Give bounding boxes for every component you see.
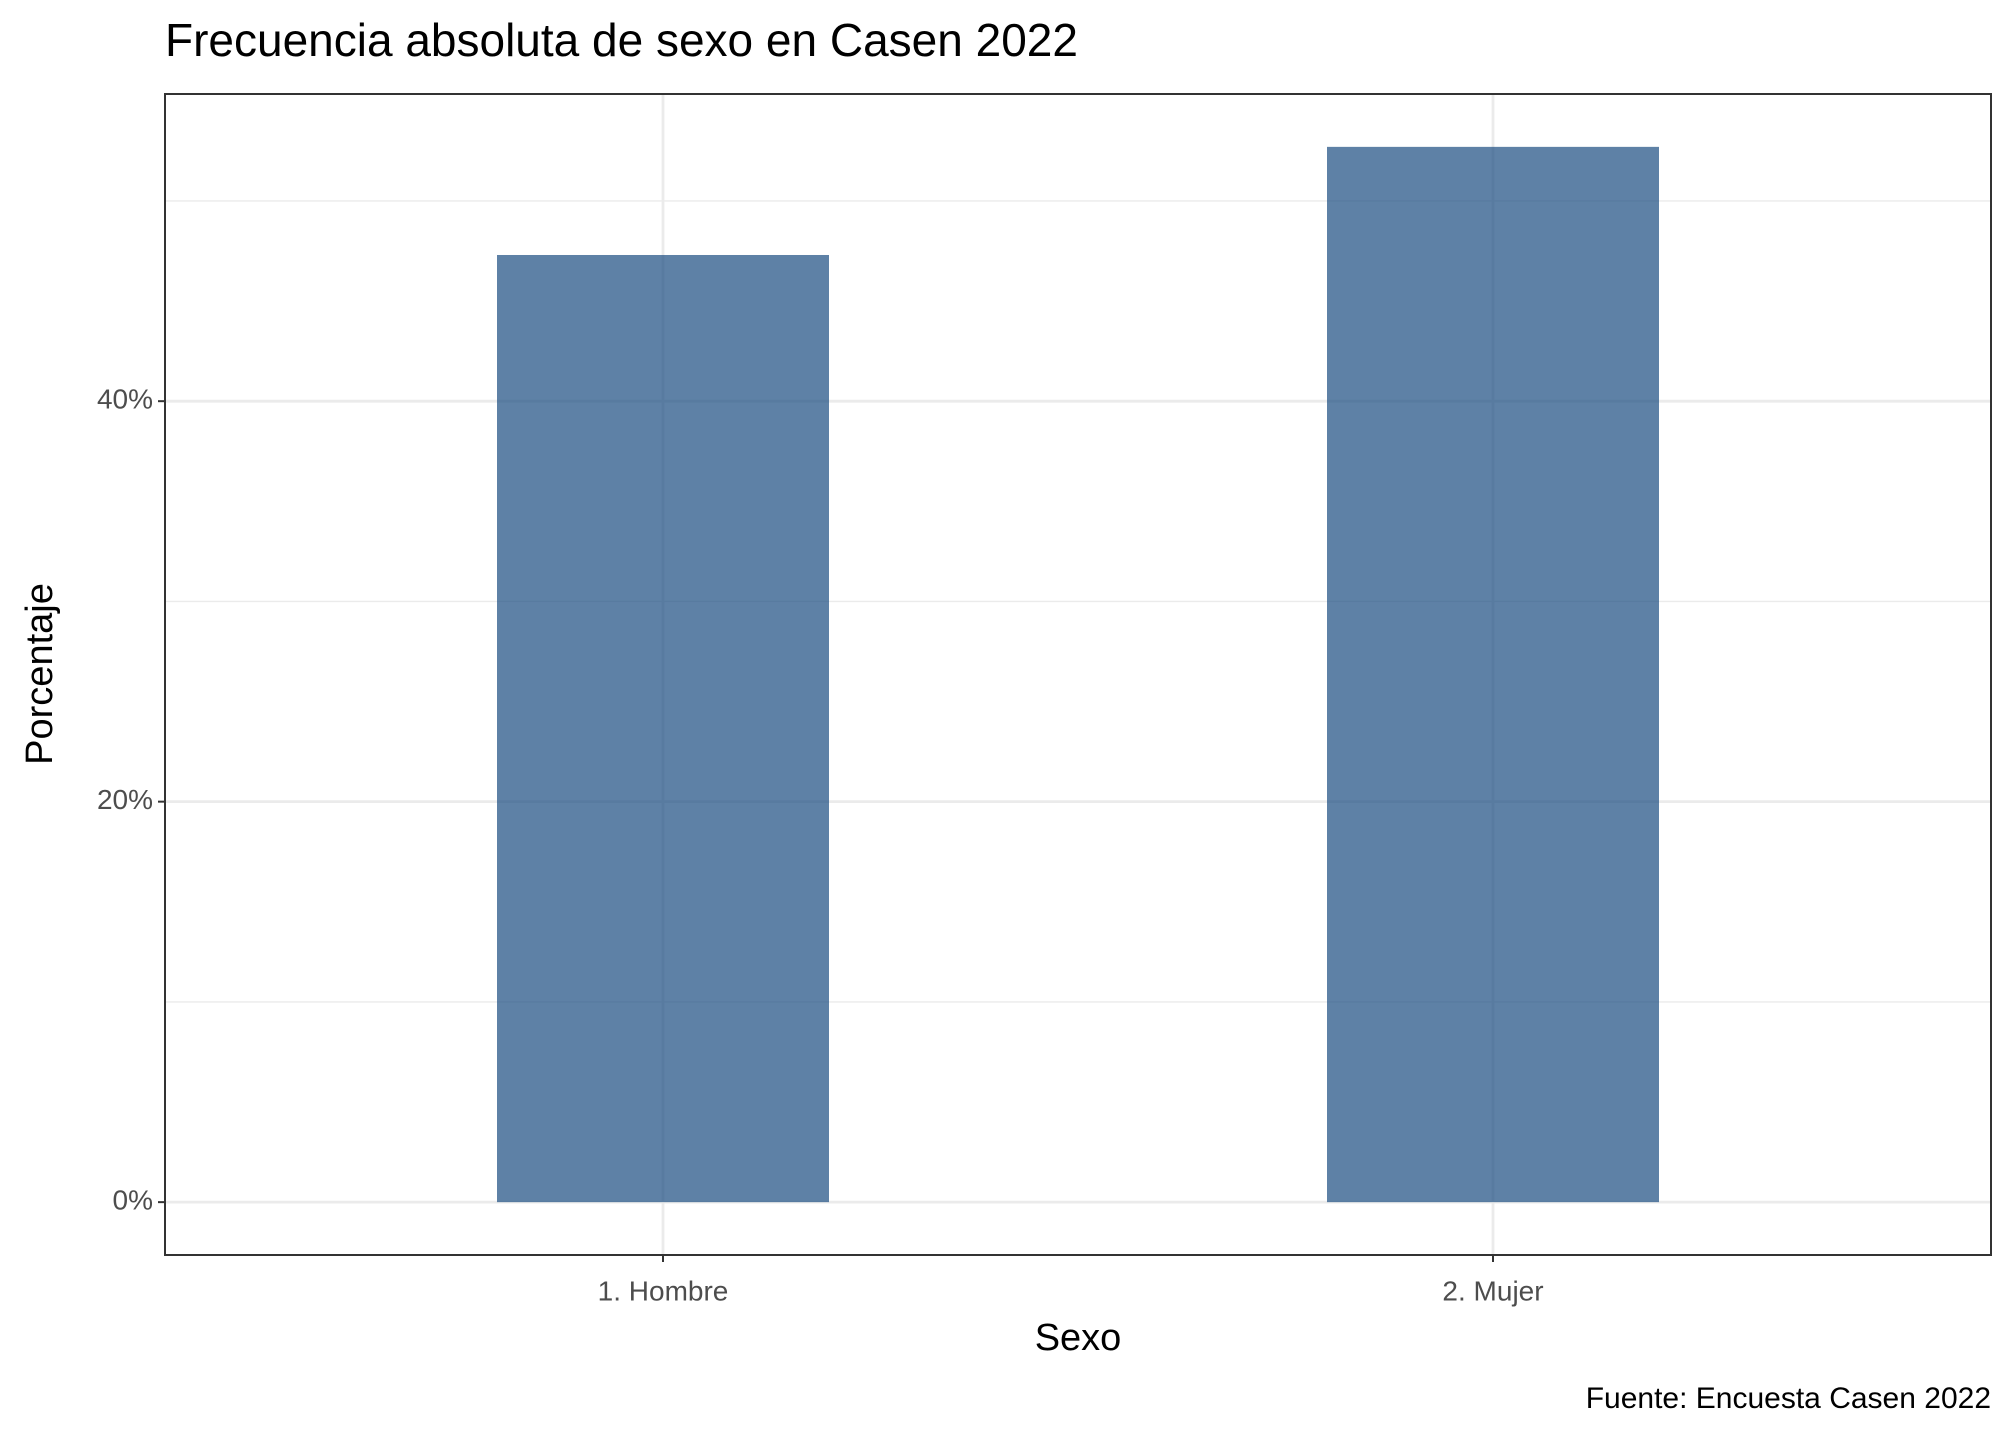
y-tick-label: 20% (97, 784, 153, 815)
chart-title: Frecuencia absoluta de sexo en Casen 202… (165, 14, 1078, 66)
bar (1327, 146, 1659, 1203)
y-axis-title: Porcentaje (19, 583, 61, 765)
y-tick-label: 0% (113, 1185, 153, 1216)
x-axis-title: Sexo (1035, 1317, 1122, 1359)
x-tick-label: 1. Hombre (598, 1275, 729, 1306)
y-tick-label: 40% (97, 384, 153, 415)
panel-border (164, 93, 1992, 1256)
caption: Fuente: Encuesta Casen 2022 (1586, 1382, 1991, 1415)
x-tick-label: 2. Mujer (1442, 1275, 1543, 1306)
bar (497, 254, 829, 1203)
